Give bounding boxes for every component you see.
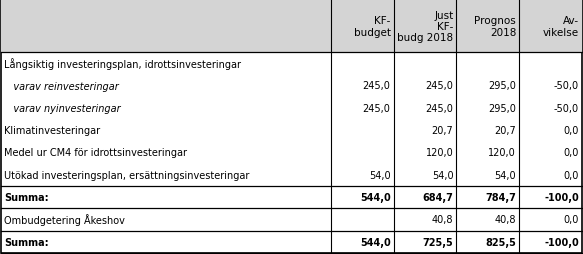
Text: Långsiktig investeringsplan, idrottsinvesteringar: Långsiktig investeringsplan, idrottsinve… (4, 58, 241, 70)
Text: 0,0: 0,0 (564, 215, 579, 225)
Text: Summa:: Summa: (4, 237, 48, 247)
Text: varav reinvesteringar: varav reinvesteringar (4, 81, 119, 91)
Text: 20,7: 20,7 (494, 126, 516, 136)
Text: 684,7: 684,7 (423, 193, 454, 202)
Text: 0,0: 0,0 (564, 170, 579, 180)
Text: -50,0: -50,0 (554, 81, 579, 91)
Text: 120,0: 120,0 (489, 148, 516, 158)
Text: 295,0: 295,0 (489, 81, 516, 91)
Text: -100,0: -100,0 (545, 237, 579, 247)
Text: 245,0: 245,0 (426, 81, 454, 91)
Text: 54,0: 54,0 (432, 170, 454, 180)
Text: 40,8: 40,8 (432, 215, 454, 225)
Text: 544,0: 544,0 (360, 237, 391, 247)
Text: 245,0: 245,0 (363, 103, 391, 113)
Text: -100,0: -100,0 (545, 193, 579, 202)
Text: 245,0: 245,0 (363, 81, 391, 91)
Text: Prognos
2018: Prognos 2018 (475, 16, 516, 37)
Text: Av-
vikelse: Av- vikelse (543, 16, 579, 37)
Text: 54,0: 54,0 (494, 170, 516, 180)
Text: KF-
budget: KF- budget (353, 16, 391, 37)
Text: 0,0: 0,0 (564, 126, 579, 136)
Text: Klimatinvesteringar: Klimatinvesteringar (4, 126, 100, 136)
Text: Medel ur CM4 för idrottsinvesteringar: Medel ur CM4 för idrottsinvesteringar (4, 148, 187, 158)
Text: Summa:: Summa: (4, 193, 48, 202)
Text: Just
KF-
budg 2018: Just KF- budg 2018 (397, 11, 454, 43)
Text: 245,0: 245,0 (426, 103, 454, 113)
Text: 784,7: 784,7 (485, 193, 516, 202)
Text: Ombudgetering Åkeshov: Ombudgetering Åkeshov (4, 214, 125, 226)
Text: varav nyinvesteringar: varav nyinvesteringar (4, 103, 121, 113)
Text: 20,7: 20,7 (431, 126, 454, 136)
Bar (1, 1, 582, 53)
Text: 40,8: 40,8 (495, 215, 516, 225)
Text: 120,0: 120,0 (426, 148, 454, 158)
Text: 544,0: 544,0 (360, 193, 391, 202)
Text: 725,5: 725,5 (423, 237, 454, 247)
Text: 295,0: 295,0 (489, 103, 516, 113)
Text: 825,5: 825,5 (485, 237, 516, 247)
Text: Utökad investeringsplan, ersättningsinvesteringar: Utökad investeringsplan, ersättningsinve… (4, 170, 250, 180)
Text: 0,0: 0,0 (564, 148, 579, 158)
Text: 54,0: 54,0 (369, 170, 391, 180)
Text: -50,0: -50,0 (554, 103, 579, 113)
